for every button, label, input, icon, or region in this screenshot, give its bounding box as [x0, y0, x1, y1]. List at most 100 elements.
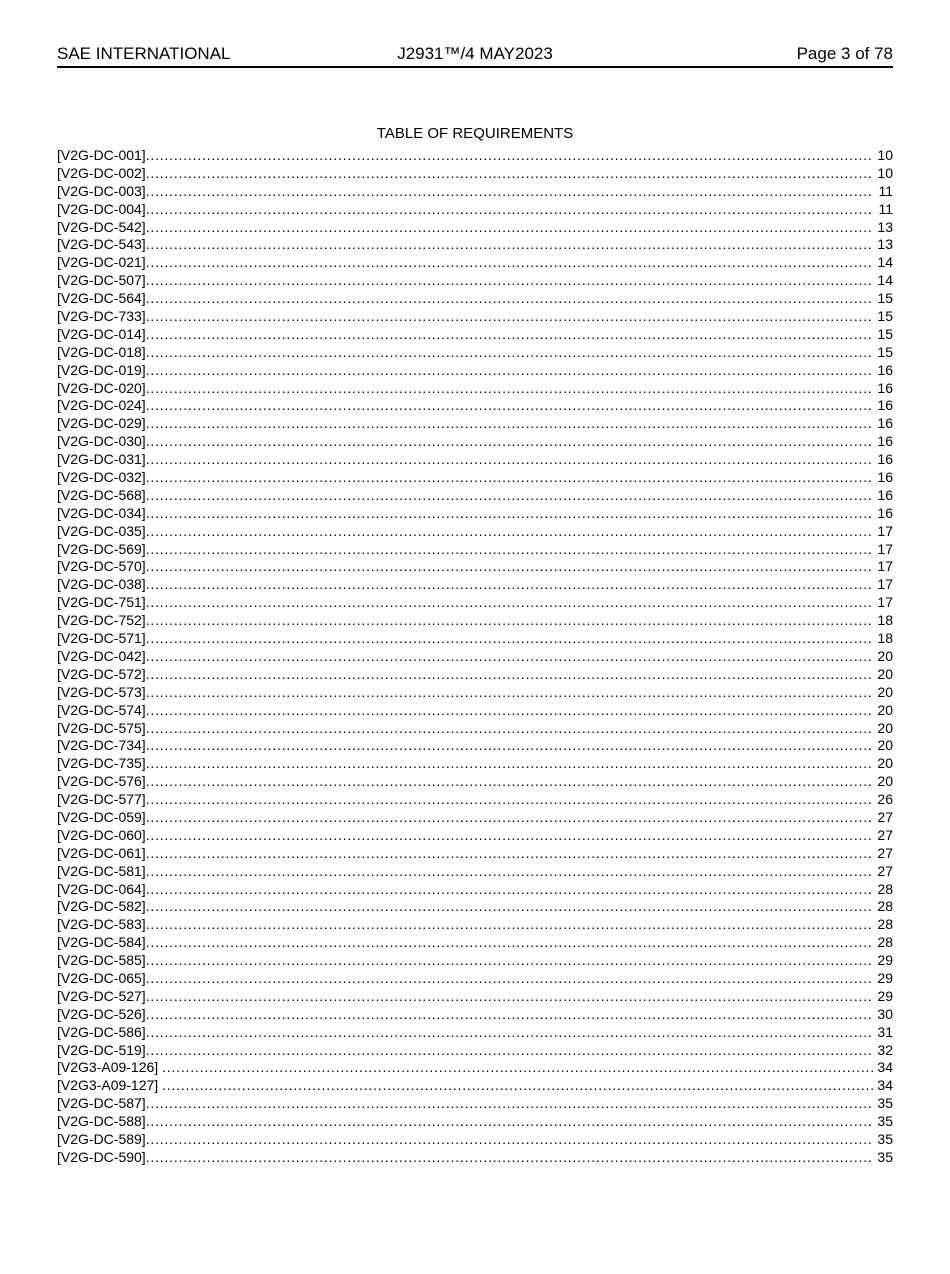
toc-entry: [V2G-DC-042] 20 — [57, 648, 893, 666]
toc-entry-label: [V2G-DC-519] — [57, 1041, 146, 1058]
toc-entry-label: [V2G-DC-527] — [57, 987, 146, 1004]
toc-entry: [V2G-DC-588] 35 — [57, 1113, 893, 1131]
toc-dot-leader — [146, 523, 874, 541]
toc-dot-leader — [146, 469, 874, 487]
toc-dot-leader — [146, 1131, 874, 1149]
publisher-name: SAE INTERNATIONAL — [57, 44, 231, 63]
toc-dot-leader — [146, 702, 874, 720]
toc-entry-page: 20 — [877, 683, 893, 700]
toc-entry-page: 15 — [877, 343, 893, 360]
toc-entry-page: 34 — [877, 1059, 893, 1076]
toc-dot-leader — [146, 881, 874, 899]
toc-entry-page: 16 — [877, 486, 893, 503]
toc-entry-page: 13 — [877, 218, 893, 235]
toc-dot-leader — [146, 755, 874, 773]
toc-entry-page: 27 — [877, 844, 893, 861]
toc-entry-label: [V2G-DC-587] — [57, 1095, 146, 1112]
toc-dot-leader — [146, 201, 875, 219]
toc-entry: [V2G-DC-002] 10 — [57, 165, 893, 183]
toc-entry-page: 27 — [877, 808, 893, 825]
toc-dot-leader — [146, 380, 874, 398]
toc-entry-label: [V2G-DC-031] — [57, 451, 146, 468]
toc-entry-page: 17 — [877, 576, 893, 593]
toc-entry-page: 17 — [877, 522, 893, 539]
toc-entry-page: 28 — [877, 880, 893, 897]
toc-dot-leader — [146, 254, 874, 272]
toc-entry: [V2G-DC-003] 11 — [57, 183, 893, 201]
toc-entry-page: 20 — [877, 773, 893, 790]
toc-dot-leader — [146, 1024, 874, 1042]
toc-entry: [V2G3-A09-127] 34 — [57, 1077, 893, 1095]
toc-entry-label: [V2G-DC-032] — [57, 469, 146, 486]
toc-entry: [V2G-DC-034] 16 — [57, 505, 893, 523]
toc-entry-page: 35 — [877, 1095, 893, 1112]
page-header: SAE INTERNATIONAL J2931™/4 MAY2023 Page … — [57, 44, 893, 68]
toc-entry: [V2G-DC-576] 20 — [57, 773, 893, 791]
toc-entry: [V2G-DC-507] 14 — [57, 272, 893, 290]
toc-entry-page: 26 — [877, 791, 893, 808]
toc-entry-page: 17 — [877, 540, 893, 557]
toc-entry-label: [V2G-DC-589] — [57, 1130, 146, 1147]
toc-entry: [V2G-DC-587] 35 — [57, 1095, 893, 1113]
toc-entry: [V2G-DC-032] 16 — [57, 469, 893, 487]
toc-entry-label: [V2G-DC-575] — [57, 719, 146, 736]
toc-dot-leader — [146, 791, 874, 809]
document-page: SAE INTERNATIONAL J2931™/4 MAY2023 Page … — [0, 44, 950, 1274]
toc-entry: [V2G-DC-734] 20 — [57, 737, 893, 755]
toc-entry: [V2G-DC-568] 16 — [57, 487, 893, 505]
toc-entry-page: 20 — [877, 737, 893, 754]
toc-entry-label: [V2G-DC-577] — [57, 791, 146, 808]
toc-entry-page: 18 — [877, 612, 893, 629]
toc-entry-page: 16 — [877, 433, 893, 450]
toc-entry: [V2G-DC-001] 10 — [57, 147, 893, 165]
toc-entry-page: 20 — [877, 719, 893, 736]
toc-entry-label: [V2G-DC-588] — [57, 1113, 146, 1130]
toc-entry-label: [V2G-DC-564] — [57, 290, 146, 307]
toc-dot-leader — [146, 648, 874, 666]
toc-entry-page: 11 — [878, 200, 893, 217]
toc-dot-leader — [146, 1042, 874, 1060]
toc-entry: [V2G-DC-031] 16 — [57, 451, 893, 469]
toc-entry-page: 15 — [877, 290, 893, 307]
toc-dot-leader — [146, 541, 874, 559]
toc-entry: [V2G-DC-590] 35 — [57, 1149, 893, 1167]
toc-entry-label: [V2G-DC-734] — [57, 737, 146, 754]
toc-entry: [V2G-DC-038] 17 — [57, 576, 893, 594]
toc-entry: [V2G-DC-571] 18 — [57, 630, 893, 648]
toc-dot-leader — [146, 934, 874, 952]
toc-dot-leader — [146, 219, 874, 237]
toc-dot-leader — [146, 845, 874, 863]
toc-entry-page: 16 — [877, 504, 893, 521]
toc-entry: [V2G-DC-014] 15 — [57, 326, 893, 344]
toc-entry-label: [V2G3-A09-126] — [57, 1059, 163, 1076]
toc-entry-page: 13 — [877, 236, 893, 253]
toc-dot-leader — [146, 970, 874, 988]
toc-entry: [V2G-DC-752] 18 — [57, 612, 893, 630]
toc-entry-label: [V2G-DC-571] — [57, 630, 146, 647]
toc-entry: [V2G-DC-582] 28 — [57, 898, 893, 916]
toc-entry-label: [V2G-DC-507] — [57, 272, 146, 289]
toc-entry-page: 16 — [877, 361, 893, 378]
toc-entry-page: 32 — [877, 1041, 893, 1058]
toc-entry-page: 15 — [877, 325, 893, 342]
toc-entry-page: 28 — [877, 916, 893, 933]
toc-entry-page: 27 — [877, 826, 893, 843]
toc-dot-leader — [146, 863, 874, 881]
toc-list: [V2G-DC-001] 10 [V2G-DC-002] 10 [V2G-DC-… — [57, 147, 893, 1167]
toc-entry: [V2G-DC-569] 17 — [57, 541, 893, 559]
toc-entry-label: [V2G-DC-019] — [57, 361, 146, 378]
toc-entry: [V2G-DC-733] 15 — [57, 308, 893, 326]
toc-entry-label: [V2G-DC-568] — [57, 486, 146, 503]
toc-entry-label: [V2G-DC-002] — [57, 164, 146, 181]
toc-entry-label: [V2G-DC-582] — [57, 898, 146, 915]
toc-dot-leader — [146, 630, 874, 648]
toc-dot-leader — [146, 594, 874, 612]
toc-entry-label: [V2G-DC-752] — [57, 612, 146, 629]
toc-entry: [V2G-DC-035] 17 — [57, 523, 893, 541]
toc-dot-leader — [146, 576, 874, 594]
toc-entry-page: 11 — [878, 182, 893, 199]
toc-entry: [V2G-DC-574] 20 — [57, 702, 893, 720]
toc-entry-label: [V2G-DC-576] — [57, 773, 146, 790]
toc-dot-leader — [146, 666, 874, 684]
toc-entry: [V2G-DC-061] 27 — [57, 845, 893, 863]
